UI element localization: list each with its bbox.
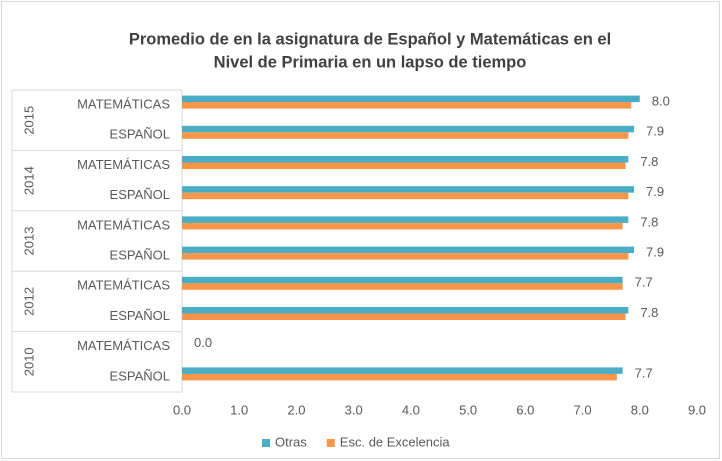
group-label: 2012 bbox=[21, 287, 36, 316]
group-label: 2010 bbox=[21, 347, 36, 376]
data-label: 7.9 bbox=[646, 245, 664, 260]
bar bbox=[182, 307, 629, 314]
bar bbox=[182, 253, 629, 260]
bar bbox=[182, 156, 629, 163]
data-label: 7.9 bbox=[646, 184, 664, 199]
bar bbox=[182, 192, 629, 200]
group-label: 2014 bbox=[21, 166, 36, 195]
legend-swatch bbox=[326, 439, 335, 447]
data-label: 7.7 bbox=[635, 275, 653, 290]
bar bbox=[182, 162, 626, 169]
x-tick-label: 7.0 bbox=[574, 402, 592, 417]
y-tick-label: ESPAÑOL bbox=[110, 127, 170, 142]
data-label: 7.9 bbox=[646, 124, 664, 139]
x-tick-label: 0.0 bbox=[173, 402, 191, 417]
x-tick-label: 8.0 bbox=[631, 402, 649, 417]
bar bbox=[182, 373, 617, 381]
bar bbox=[182, 125, 635, 133]
y-tick-label: ESPAÑOL bbox=[110, 187, 170, 202]
bar bbox=[182, 222, 623, 230]
y-tick-label: MATEMÁTICAS bbox=[77, 338, 170, 353]
x-tick-label: 3.0 bbox=[345, 402, 363, 417]
y-tick-label: MATEMÁTICAS bbox=[77, 217, 170, 232]
data-label: 7.8 bbox=[640, 305, 658, 320]
data-label: 7.8 bbox=[640, 214, 658, 229]
y-tick-label: ESPAÑOL bbox=[110, 368, 170, 383]
y-tick-label: MATEMÁTICAS bbox=[77, 157, 170, 172]
bar bbox=[182, 102, 632, 109]
bar bbox=[182, 132, 629, 139]
bar bbox=[182, 313, 626, 320]
legend-label: Otras bbox=[275, 434, 307, 449]
y-tick-label: MATEMÁTICAS bbox=[77, 97, 170, 112]
bar bbox=[182, 216, 629, 223]
chart-title: Nivel de Primaria en un lapso de tiempo bbox=[214, 53, 527, 71]
chart-title: Promedio de en la asignatura de Español … bbox=[129, 30, 611, 48]
x-tick-label: 9.0 bbox=[688, 402, 706, 417]
group-label: 2015 bbox=[21, 106, 36, 135]
bar bbox=[182, 246, 635, 254]
bar bbox=[182, 186, 635, 193]
data-label: 8.0 bbox=[652, 94, 670, 109]
data-label: 0.0 bbox=[194, 335, 212, 350]
x-tick-label: 4.0 bbox=[402, 402, 420, 417]
legend-swatch bbox=[262, 439, 270, 447]
y-tick-label: ESPAÑOL bbox=[110, 308, 170, 323]
x-tick-label: 2.0 bbox=[287, 402, 305, 417]
bar bbox=[182, 367, 623, 374]
legend-label: Esc. de Excelencia bbox=[340, 434, 451, 449]
x-tick-label: 6.0 bbox=[516, 402, 534, 417]
group-label: 2013 bbox=[21, 227, 36, 256]
y-tick-label: ESPAÑOL bbox=[110, 248, 170, 263]
x-tick-label: 5.0 bbox=[459, 402, 477, 417]
x-tick-label: 1.0 bbox=[230, 402, 248, 417]
bar bbox=[182, 95, 640, 103]
bar bbox=[182, 283, 623, 290]
y-tick-label: MATEMÁTICAS bbox=[77, 278, 170, 293]
data-label: 7.8 bbox=[640, 154, 658, 169]
bar bbox=[182, 276, 623, 284]
data-label: 7.7 bbox=[635, 365, 653, 380]
